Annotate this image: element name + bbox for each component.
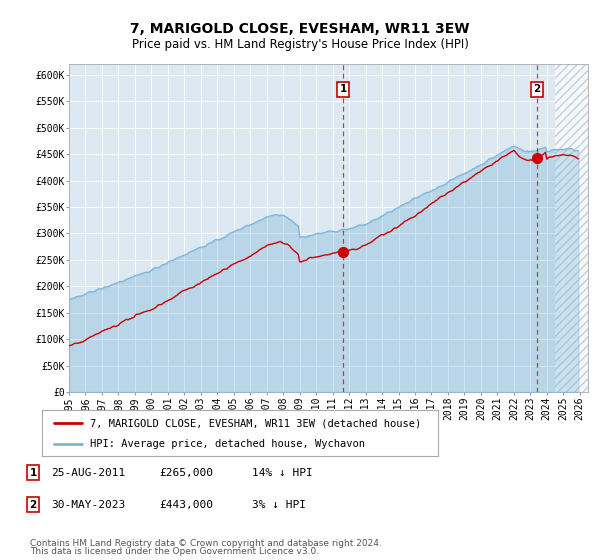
Text: This data is licensed under the Open Government Licence v3.0.: This data is licensed under the Open Gov…: [30, 547, 319, 556]
Text: HPI: Average price, detached house, Wychavon: HPI: Average price, detached house, Wych…: [89, 438, 365, 449]
Text: Contains HM Land Registry data © Crown copyright and database right 2024.: Contains HM Land Registry data © Crown c…: [30, 539, 382, 548]
Text: 14% ↓ HPI: 14% ↓ HPI: [252, 468, 313, 478]
Point: [532, 153, 542, 162]
Text: 1: 1: [29, 468, 37, 478]
Text: 7, MARIGOLD CLOSE, EVESHAM, WR11 3EW: 7, MARIGOLD CLOSE, EVESHAM, WR11 3EW: [130, 22, 470, 36]
Text: 30-MAY-2023: 30-MAY-2023: [51, 500, 125, 510]
Text: 1: 1: [340, 84, 347, 94]
Text: 2: 2: [29, 500, 37, 510]
Text: 3% ↓ HPI: 3% ↓ HPI: [252, 500, 306, 510]
Text: £443,000: £443,000: [159, 500, 213, 510]
Point: [338, 248, 348, 256]
Text: £265,000: £265,000: [159, 468, 213, 478]
Text: 25-AUG-2011: 25-AUG-2011: [51, 468, 125, 478]
Text: Price paid vs. HM Land Registry's House Price Index (HPI): Price paid vs. HM Land Registry's House …: [131, 38, 469, 50]
Text: 7, MARIGOLD CLOSE, EVESHAM, WR11 3EW (detached house): 7, MARIGOLD CLOSE, EVESHAM, WR11 3EW (de…: [89, 418, 421, 428]
Text: 2: 2: [533, 84, 541, 94]
